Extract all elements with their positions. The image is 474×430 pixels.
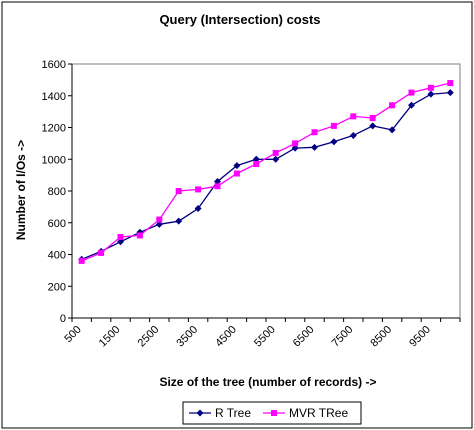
x-axis-title: Size of the tree (number of records) ->: [159, 375, 376, 389]
data-point-r-tree: [388, 126, 396, 134]
chart-title: Query (Intersection) costs: [159, 12, 320, 27]
data-point-mvr-tree: [98, 249, 105, 256]
data-point-mvr-tree: [350, 113, 357, 120]
data-point-r-tree: [233, 162, 241, 170]
data-point-r-tree: [214, 177, 221, 185]
data-point-r-tree: [369, 122, 377, 130]
data-point-r-tree: [446, 89, 454, 97]
legend-label-mvr-tree: MVR TRee: [289, 406, 348, 420]
data-point-r-tree: [155, 220, 163, 228]
y-axis-title: Number of I/Os ->: [14, 140, 28, 240]
data-point-r-tree: [291, 144, 299, 152]
data-point-r-tree: [408, 101, 415, 109]
legend-marker-r-tree: [196, 409, 204, 417]
data-point-mvr-tree: [175, 188, 182, 194]
legend-label-r-tree: R Tree: [215, 406, 251, 420]
data-point-r-tree: [252, 155, 260, 163]
legend: R Tree MVR TRee: [182, 401, 362, 425]
series-line-mvr-tree: [81, 82, 451, 262]
y-tick-label: 800: [48, 186, 66, 198]
data-point-r-tree: [427, 90, 435, 98]
series-line-r-tree: [81, 91, 451, 260]
data-point-mvr-tree: [117, 234, 124, 241]
y-tick-label: 1000: [42, 154, 66, 166]
y-tick-label: 0: [60, 313, 66, 325]
data-point-mvr-tree: [272, 149, 279, 156]
y-tick-label: 400: [48, 250, 66, 262]
y-tick-label: 200: [48, 281, 66, 293]
data-point-r-tree: [349, 131, 357, 139]
data-point-mvr-tree: [156, 216, 163, 223]
data-point-mvr-tree: [369, 114, 376, 121]
data-point-mvr-tree: [389, 102, 396, 109]
data-point-r-tree: [272, 155, 280, 163]
y-tick-label: 1400: [42, 91, 66, 103]
data-point-mvr-tree: [78, 257, 85, 264]
data-point-mvr-tree: [427, 84, 434, 91]
data-point-r-tree: [117, 238, 124, 246]
y-tick-label: 600: [48, 218, 66, 230]
data-point-mvr-tree: [408, 89, 415, 96]
data-point-r-tree: [330, 138, 338, 146]
data-point-r-tree: [194, 204, 202, 212]
y-tick-label: 1200: [42, 123, 66, 135]
data-point-r-tree: [175, 217, 183, 225]
data-point-mvr-tree: [136, 232, 143, 239]
legend-marker-mvr-tree: [271, 410, 277, 416]
data-point-mvr-tree: [447, 80, 454, 87]
data-point-mvr-tree: [311, 129, 318, 136]
data-point-mvr-tree: [292, 140, 299, 147]
data-point-mvr-tree: [253, 161, 260, 168]
data-point-mvr-tree: [233, 170, 240, 177]
data-point-mvr-tree: [330, 122, 337, 129]
data-point-r-tree: [311, 143, 318, 151]
data-point-mvr-tree: [214, 183, 221, 190]
y-tick-label: 1600: [42, 59, 66, 71]
data-point-mvr-tree: [195, 186, 202, 193]
